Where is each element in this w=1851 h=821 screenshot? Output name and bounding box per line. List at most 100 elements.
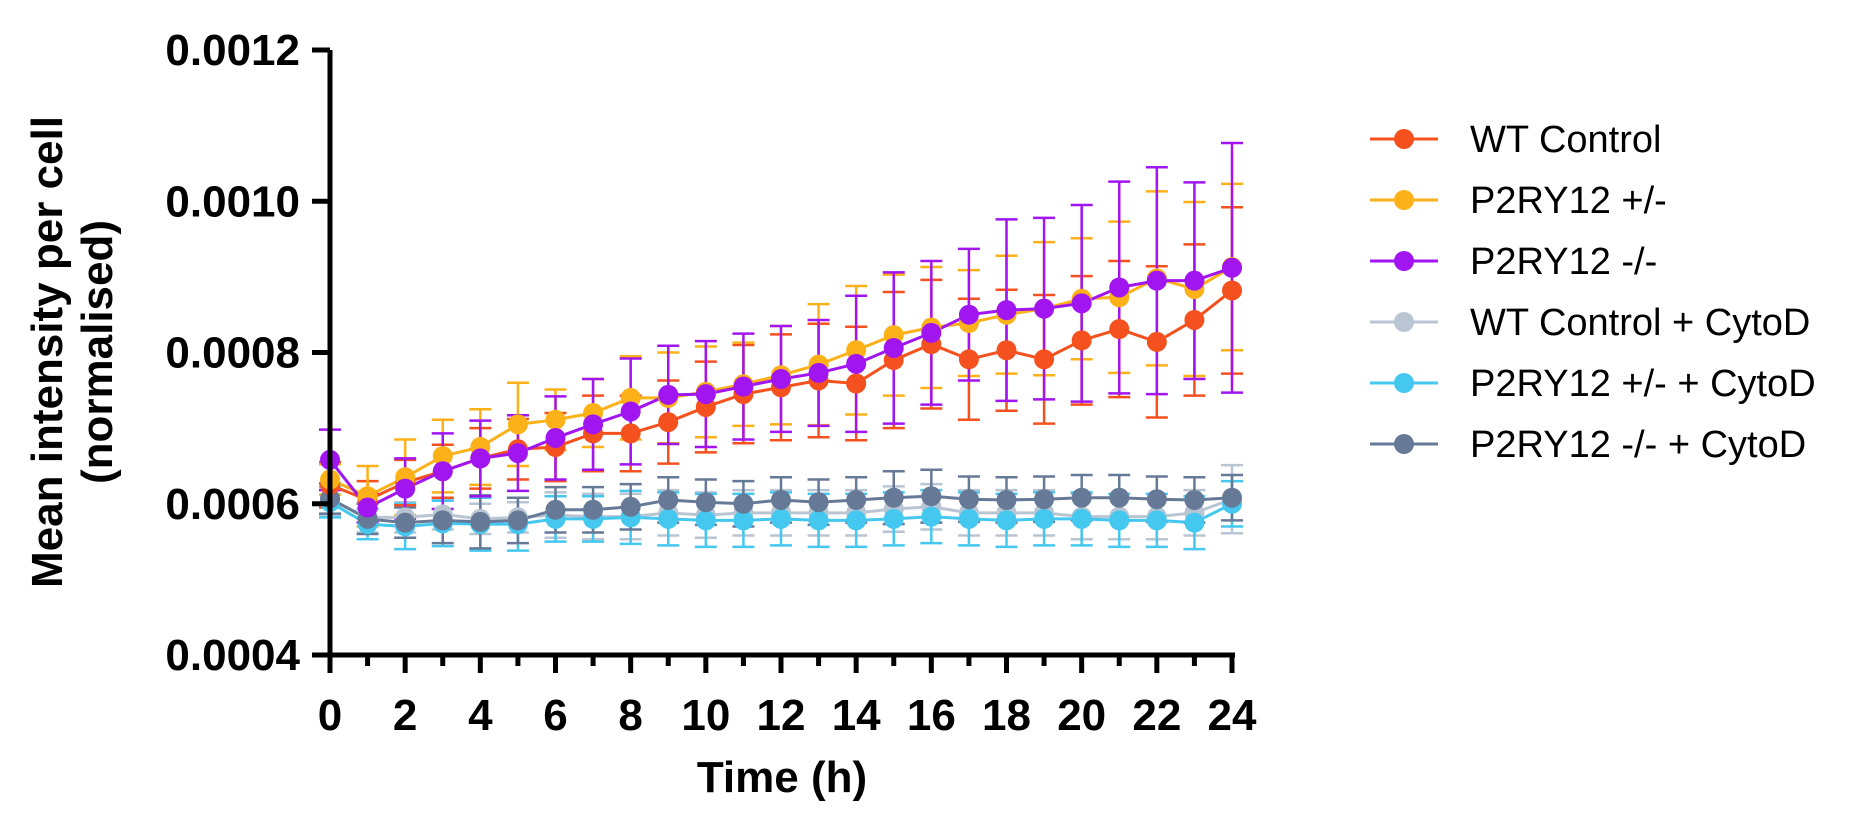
series-5-point (771, 489, 791, 510)
legend-label: WT Control + CytoD (1470, 302, 1810, 344)
series-5-point (583, 499, 604, 520)
series-5-point (1071, 487, 1092, 508)
y-tick-label: 0.0004 (165, 631, 300, 680)
x-tick-label: 24 (1208, 691, 1257, 740)
series-4-point (658, 508, 679, 529)
legend-swatch-marker (1394, 312, 1414, 332)
series-5-point (658, 489, 679, 510)
legend-label: WT Control (1470, 119, 1661, 161)
series-5-point (507, 510, 528, 531)
x-tick-label: 4 (468, 691, 493, 740)
series-5-point (1222, 487, 1242, 508)
data-points (320, 257, 1242, 537)
series-0-point (1222, 280, 1242, 301)
series-4-point (1109, 510, 1130, 531)
series-2-point (620, 401, 641, 422)
y-tick-label: 0.0008 (165, 329, 300, 378)
series-4-point (808, 510, 829, 531)
series-2-point (846, 353, 867, 374)
error-bars (319, 141, 1243, 552)
legend: WT Control P2RY12 +/- P2RY12 -/- WT Control… (1370, 119, 1816, 466)
series-0-point (1071, 330, 1092, 351)
x-tick-label: 20 (1057, 691, 1106, 740)
legend-swatch-marker (1394, 434, 1414, 454)
series-0-point (958, 349, 979, 370)
series-0-point (846, 373, 867, 394)
x-tick-label: 12 (757, 691, 806, 740)
series-4-point (1034, 508, 1055, 529)
series-5-point (1034, 489, 1055, 510)
series-2-point (1034, 298, 1055, 319)
series-5-point (883, 487, 904, 508)
x-axis-title: Time (h) (697, 753, 867, 802)
series-2-point (1109, 277, 1130, 298)
x-tick-label: 2 (393, 691, 417, 740)
series-1-point (507, 414, 528, 435)
legend-swatch-marker (1394, 129, 1414, 149)
series-4-point (958, 508, 979, 529)
legend-label: P2RY12 -/- + CytoD (1470, 424, 1806, 466)
series-4-point (996, 510, 1017, 531)
series-4-point (1184, 512, 1205, 533)
series-0-point (1034, 349, 1055, 370)
series-4-point (1071, 508, 1092, 529)
series-5-point (733, 493, 754, 514)
series-4-point (733, 510, 754, 531)
series-5-point (921, 486, 942, 507)
series-2-point (507, 443, 528, 464)
series-2-point (771, 368, 791, 389)
series-5-point (620, 496, 641, 517)
series-5-point (395, 512, 416, 533)
series-2-point (1146, 270, 1167, 291)
series-5-point (1146, 489, 1167, 510)
series-2-point (545, 427, 566, 448)
series-4-point (921, 506, 942, 527)
y-tick-label: 0.0012 (165, 26, 300, 75)
series-5-point (808, 492, 829, 513)
series-1-point (432, 446, 453, 467)
series-4-point (883, 508, 904, 529)
x-tick-label: 16 (907, 691, 956, 740)
x-tick-label: 0 (318, 691, 342, 740)
legend-swatch-marker (1394, 251, 1414, 271)
series-2-point (1222, 257, 1242, 278)
series-5-point (432, 510, 453, 531)
legend-label: P2RY12 +/- (1470, 180, 1667, 222)
series-5-point (695, 492, 716, 513)
series-2-point (583, 414, 604, 435)
series-2-point (1071, 293, 1092, 314)
series-0-point (996, 340, 1017, 361)
series-0-point (1109, 319, 1130, 340)
x-tick-label: 14 (832, 691, 881, 740)
series-2-point (883, 337, 904, 358)
series-2-point (1184, 270, 1205, 291)
legend-label: P2RY12 -/- (1470, 241, 1657, 283)
x-tick-label: 18 (982, 691, 1031, 740)
series-0-point (1184, 309, 1205, 330)
series-4-point (1146, 510, 1167, 531)
legend-label: P2RY12 +/- + CytoD (1470, 363, 1816, 405)
series-0-point (658, 412, 679, 433)
x-tick-label: 10 (681, 691, 730, 740)
x-tick-label: 8 (618, 691, 642, 740)
series-2-point (658, 384, 679, 405)
series-2-point (357, 497, 378, 518)
series-5-point (846, 489, 867, 510)
y-tick-label: 0.0010 (165, 177, 300, 226)
series-2-point (958, 304, 979, 325)
series-2-point (432, 461, 453, 482)
series-0-point (620, 423, 641, 444)
x-tick-label: 6 (543, 691, 567, 740)
series-0-point (1146, 331, 1167, 352)
y-axis-title-line2: (normalised) (73, 220, 122, 484)
series-5-point (470, 511, 491, 532)
series-2-point (808, 362, 829, 383)
series-2-point (395, 478, 416, 499)
series-2-point (733, 376, 754, 397)
series-5-point (545, 499, 566, 520)
series-4-point (695, 510, 716, 531)
series-4-point (846, 510, 867, 531)
series-5-point (1184, 489, 1205, 510)
